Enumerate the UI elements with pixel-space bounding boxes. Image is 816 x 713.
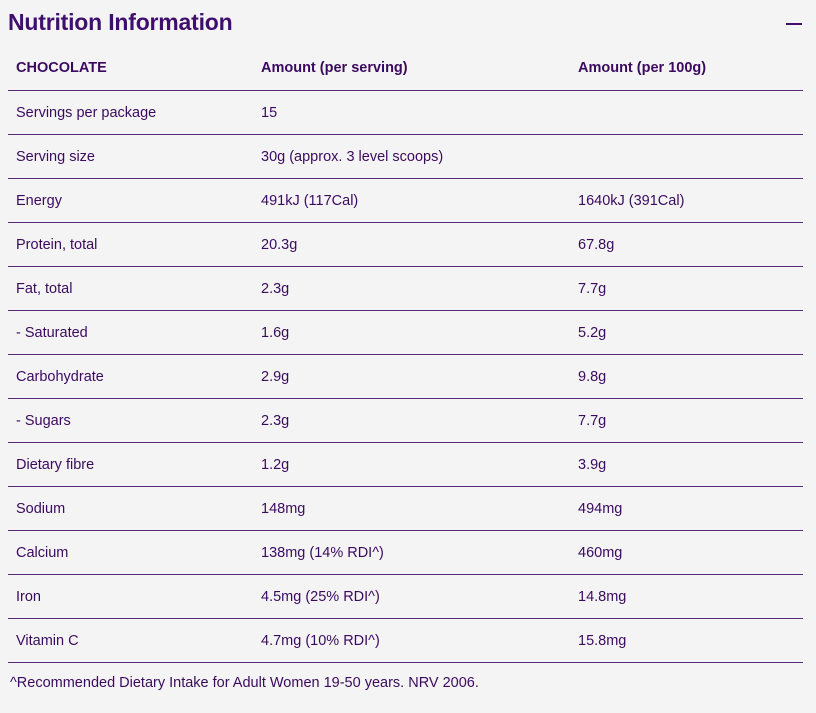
amount-per-serving: 1.6g <box>253 310 570 355</box>
table-row: Sodium 148mg 494mg <box>8 486 803 531</box>
table-row: Dietary fibre 1.2g 3.9g <box>8 442 803 487</box>
amount-per-serving: 20.3g <box>253 222 570 267</box>
nutrient-name: - Sugars <box>8 398 253 443</box>
nutrient-name: Carbohydrate <box>8 354 253 399</box>
minus-icon[interactable] <box>784 6 804 38</box>
amount-per-100g: 15.8mg <box>570 618 803 663</box>
amount-per-100g: 5.2g <box>570 310 803 355</box>
nutrient-name: Calcium <box>8 530 253 575</box>
table-row: Fat, total 2.3g 7.7g <box>8 266 803 311</box>
amount-per-serving: 2.3g <box>253 266 570 311</box>
amount-per-100g: 7.7g <box>570 266 803 311</box>
amount-per-100g: 3.9g <box>570 442 803 487</box>
nutrient-name: Iron <box>8 574 253 619</box>
amount-per-100g <box>570 134 803 179</box>
column-header-per-serving: Amount (per serving) <box>253 46 570 91</box>
table-row: Protein, total 20.3g 67.8g <box>8 222 803 267</box>
table-row: Serving size 30g (approx. 3 level scoops… <box>8 134 803 179</box>
amount-per-serving: 148mg <box>253 486 570 531</box>
amount-per-serving: 138mg (14% RDI^) <box>253 530 570 575</box>
nutrient-name: Fat, total <box>8 266 253 311</box>
table-row: - Sugars 2.3g 7.7g <box>8 398 803 443</box>
table-row: - Saturated 1.6g 5.2g <box>8 310 803 355</box>
amount-per-100g: 9.8g <box>570 354 803 399</box>
column-header-per-100g: Amount (per 100g) <box>570 46 803 91</box>
amount-per-serving: 491kJ (117Cal) <box>253 178 570 223</box>
nutrient-name: Sodium <box>8 486 253 531</box>
table-header-row: CHOCOLATE Amount (per serving) Amount (p… <box>8 46 803 91</box>
table-row: Servings per package 15 <box>8 90 803 135</box>
amount-per-serving: 1.2g <box>253 442 570 487</box>
amount-per-serving: 2.3g <box>253 398 570 443</box>
nutrient-name: Energy <box>8 178 253 223</box>
amount-per-100g: 14.8mg <box>570 574 803 619</box>
amount-per-serving: 2.9g <box>253 354 570 399</box>
amount-per-serving: 4.5mg (25% RDI^) <box>253 574 570 619</box>
amount-per-100g: 7.7g <box>570 398 803 443</box>
amount-per-100g: 67.8g <box>570 222 803 267</box>
nutrient-name: - Saturated <box>8 310 253 355</box>
nutrient-name: Protein, total <box>8 222 253 267</box>
amount-per-100g: 494mg <box>570 486 803 531</box>
table-row: Carbohydrate 2.9g 9.8g <box>8 354 803 399</box>
table-row: Energy 491kJ (117Cal) 1640kJ (391Cal) <box>8 178 803 223</box>
nutrient-name: Serving size <box>8 134 253 179</box>
amount-per-serving: 4.7mg (10% RDI^) <box>253 618 570 663</box>
table-row: Iron 4.5mg (25% RDI^) 14.8mg <box>8 574 803 619</box>
nutrient-name: Servings per package <box>8 90 253 135</box>
table-row: Vitamin C 4.7mg (10% RDI^) 15.8mg <box>8 618 803 663</box>
rdi-footnote: ^Recommended Dietary Intake for Adult Wo… <box>10 675 479 691</box>
nutrition-table: CHOCOLATE Amount (per serving) Amount (p… <box>8 46 803 663</box>
amount-per-100g: 460mg <box>570 530 803 575</box>
amount-per-100g: 1640kJ (391Cal) <box>570 178 803 223</box>
column-header-flavour: CHOCOLATE <box>8 46 253 91</box>
amount-per-100g <box>570 90 803 135</box>
amount-per-serving: 15 <box>253 90 570 135</box>
amount-per-serving: 30g (approx. 3 level scoops) <box>253 134 570 179</box>
nutrient-name: Vitamin C <box>8 618 253 663</box>
table-row: Calcium 138mg (14% RDI^) 460mg <box>8 530 803 575</box>
nutrient-name: Dietary fibre <box>8 442 253 487</box>
panel-header: Nutrition Information <box>8 6 804 38</box>
panel-title: Nutrition Information <box>8 9 233 35</box>
